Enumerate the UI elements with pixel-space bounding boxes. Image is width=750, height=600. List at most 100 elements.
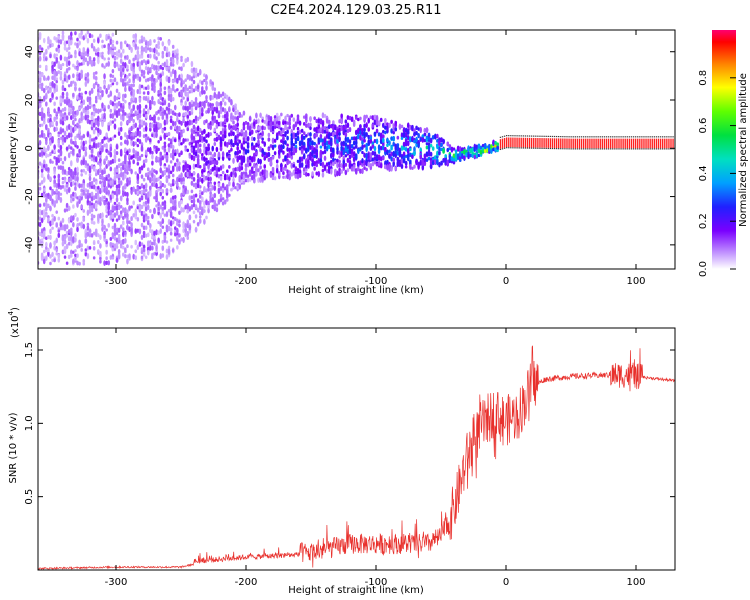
spectrogram-cell (323, 114, 327, 118)
spectrogram-cell (342, 149, 346, 156)
spectrogram-cell (38, 182, 42, 186)
spectrogram-cell (188, 85, 192, 90)
spectrogram-cell (155, 111, 158, 115)
spectrogram-cell (163, 234, 167, 241)
spectrogram-cell (180, 150, 183, 156)
spectrogram-cell (242, 151, 246, 156)
spectrogram-cell (115, 196, 119, 203)
spectrogram-cell (47, 45, 50, 50)
spectrogram-cell (419, 159, 423, 166)
spectrogram-cell (47, 173, 50, 180)
spectrogram-cell (207, 181, 210, 189)
spectrogram-cell (159, 151, 163, 156)
spectrogram-cell (161, 201, 165, 206)
spectrogram-cell (101, 102, 104, 109)
spectrogram-cell (72, 119, 75, 126)
spectrogram-cell (499, 148, 502, 151)
spectrogram-cell (492, 147, 495, 152)
spectrogram-cell (157, 187, 160, 192)
spectrogram-cell (377, 132, 381, 137)
spectrogram-cell (431, 146, 435, 151)
spectrogram-cell (423, 156, 427, 163)
spectrogram-cell (367, 155, 371, 159)
spectrogram-cell (537, 135, 539, 137)
spectrogram-cell (386, 125, 389, 132)
spectrogram-cell (319, 162, 323, 166)
spectrogram-cell (369, 137, 373, 144)
spectrogram-cell (350, 148, 354, 153)
spectrogram-cell (194, 119, 198, 124)
spectrogram-cell (84, 57, 88, 63)
spectrogram-cell (55, 126, 59, 132)
spectrogram-cell (157, 237, 160, 244)
spectrogram-cell (117, 179, 121, 184)
spectrogram-cell (117, 227, 121, 233)
spectrogram-cell (207, 163, 210, 170)
spectrogram-cell (45, 124, 48, 131)
spectrogram-cell (88, 175, 92, 182)
spectrogram-cell (53, 175, 56, 179)
spectrogram-cell (134, 188, 138, 195)
spectrogram-cell (109, 113, 113, 119)
spectrogram-cell (528, 137, 531, 148)
spectrogram-cell (182, 112, 185, 117)
spectrogram-cell (415, 125, 418, 131)
spectrogram-cell (126, 54, 129, 60)
spectrogram-cell (423, 127, 427, 133)
spectrogram-cell (178, 112, 181, 117)
spectrogram-cell (76, 37, 79, 42)
spectrogram-cell (45, 85, 48, 91)
spectrogram-cell (603, 138, 606, 149)
spectrogram-cell (76, 157, 79, 161)
spectrogram-cell (325, 127, 329, 132)
spectrogram-cell (109, 242, 113, 247)
spectrogram-cell (132, 57, 135, 62)
spectrogram-cell (61, 128, 65, 133)
spectrogram-cell (263, 169, 267, 176)
spectrogram-cell (140, 183, 144, 188)
spectrogram-cell (165, 177, 169, 184)
spectrogram-cell (238, 165, 242, 172)
spectrogram-cell (76, 60, 79, 66)
spectrogram-cell (149, 146, 152, 154)
spectrogram-cell (94, 157, 98, 163)
spectrogram-cell (163, 141, 167, 146)
spectrogram-cell (161, 107, 165, 112)
spectrogram-cell (119, 166, 123, 172)
colorbar-tick-label: 0.4 (698, 165, 709, 181)
spectrogram-cell (109, 137, 113, 142)
spectrogram-cell (49, 234, 52, 240)
spectrogram-cell (126, 139, 129, 146)
spectrogram-cell (80, 169, 83, 173)
spectrogram-cell (57, 190, 61, 198)
spectrogram-cell (404, 138, 408, 144)
spectrogram-cell (296, 131, 300, 136)
spectrogram-cell (69, 227, 73, 232)
spectrogram-cell (307, 141, 310, 147)
spectrogram-cell (528, 147, 531, 149)
spectrogram-cell (144, 122, 148, 127)
spectrogram-cell (365, 132, 368, 137)
spectrogram-cell (157, 65, 160, 72)
spectrogram-cell (111, 81, 115, 86)
spectrogram-cell (203, 78, 206, 83)
spectrogram-cell (82, 140, 86, 147)
spectrogram-cell (111, 113, 115, 120)
spectrogram-cell (319, 127, 323, 133)
spectrogram-cell (86, 225, 90, 231)
spectrogram-cell (359, 168, 362, 174)
spectrogram-cell (53, 245, 56, 251)
spectrogram-cell (121, 105, 125, 110)
spectrogram-cell (496, 145, 499, 150)
spectrogram-cell (134, 43, 138, 49)
spectrogram-cell (651, 148, 653, 150)
spectrogram-cell (51, 75, 54, 80)
spectrogram-cell (169, 152, 173, 159)
spectrogram-cell (361, 137, 364, 141)
spectrogram-cell (526, 147, 529, 149)
spectrogram-cell (92, 202, 96, 209)
spectrogram-cell (161, 171, 165, 178)
spectrogram-cell (84, 150, 88, 157)
spectrogram-cell (672, 138, 674, 149)
spectrogram-cell (292, 163, 296, 168)
